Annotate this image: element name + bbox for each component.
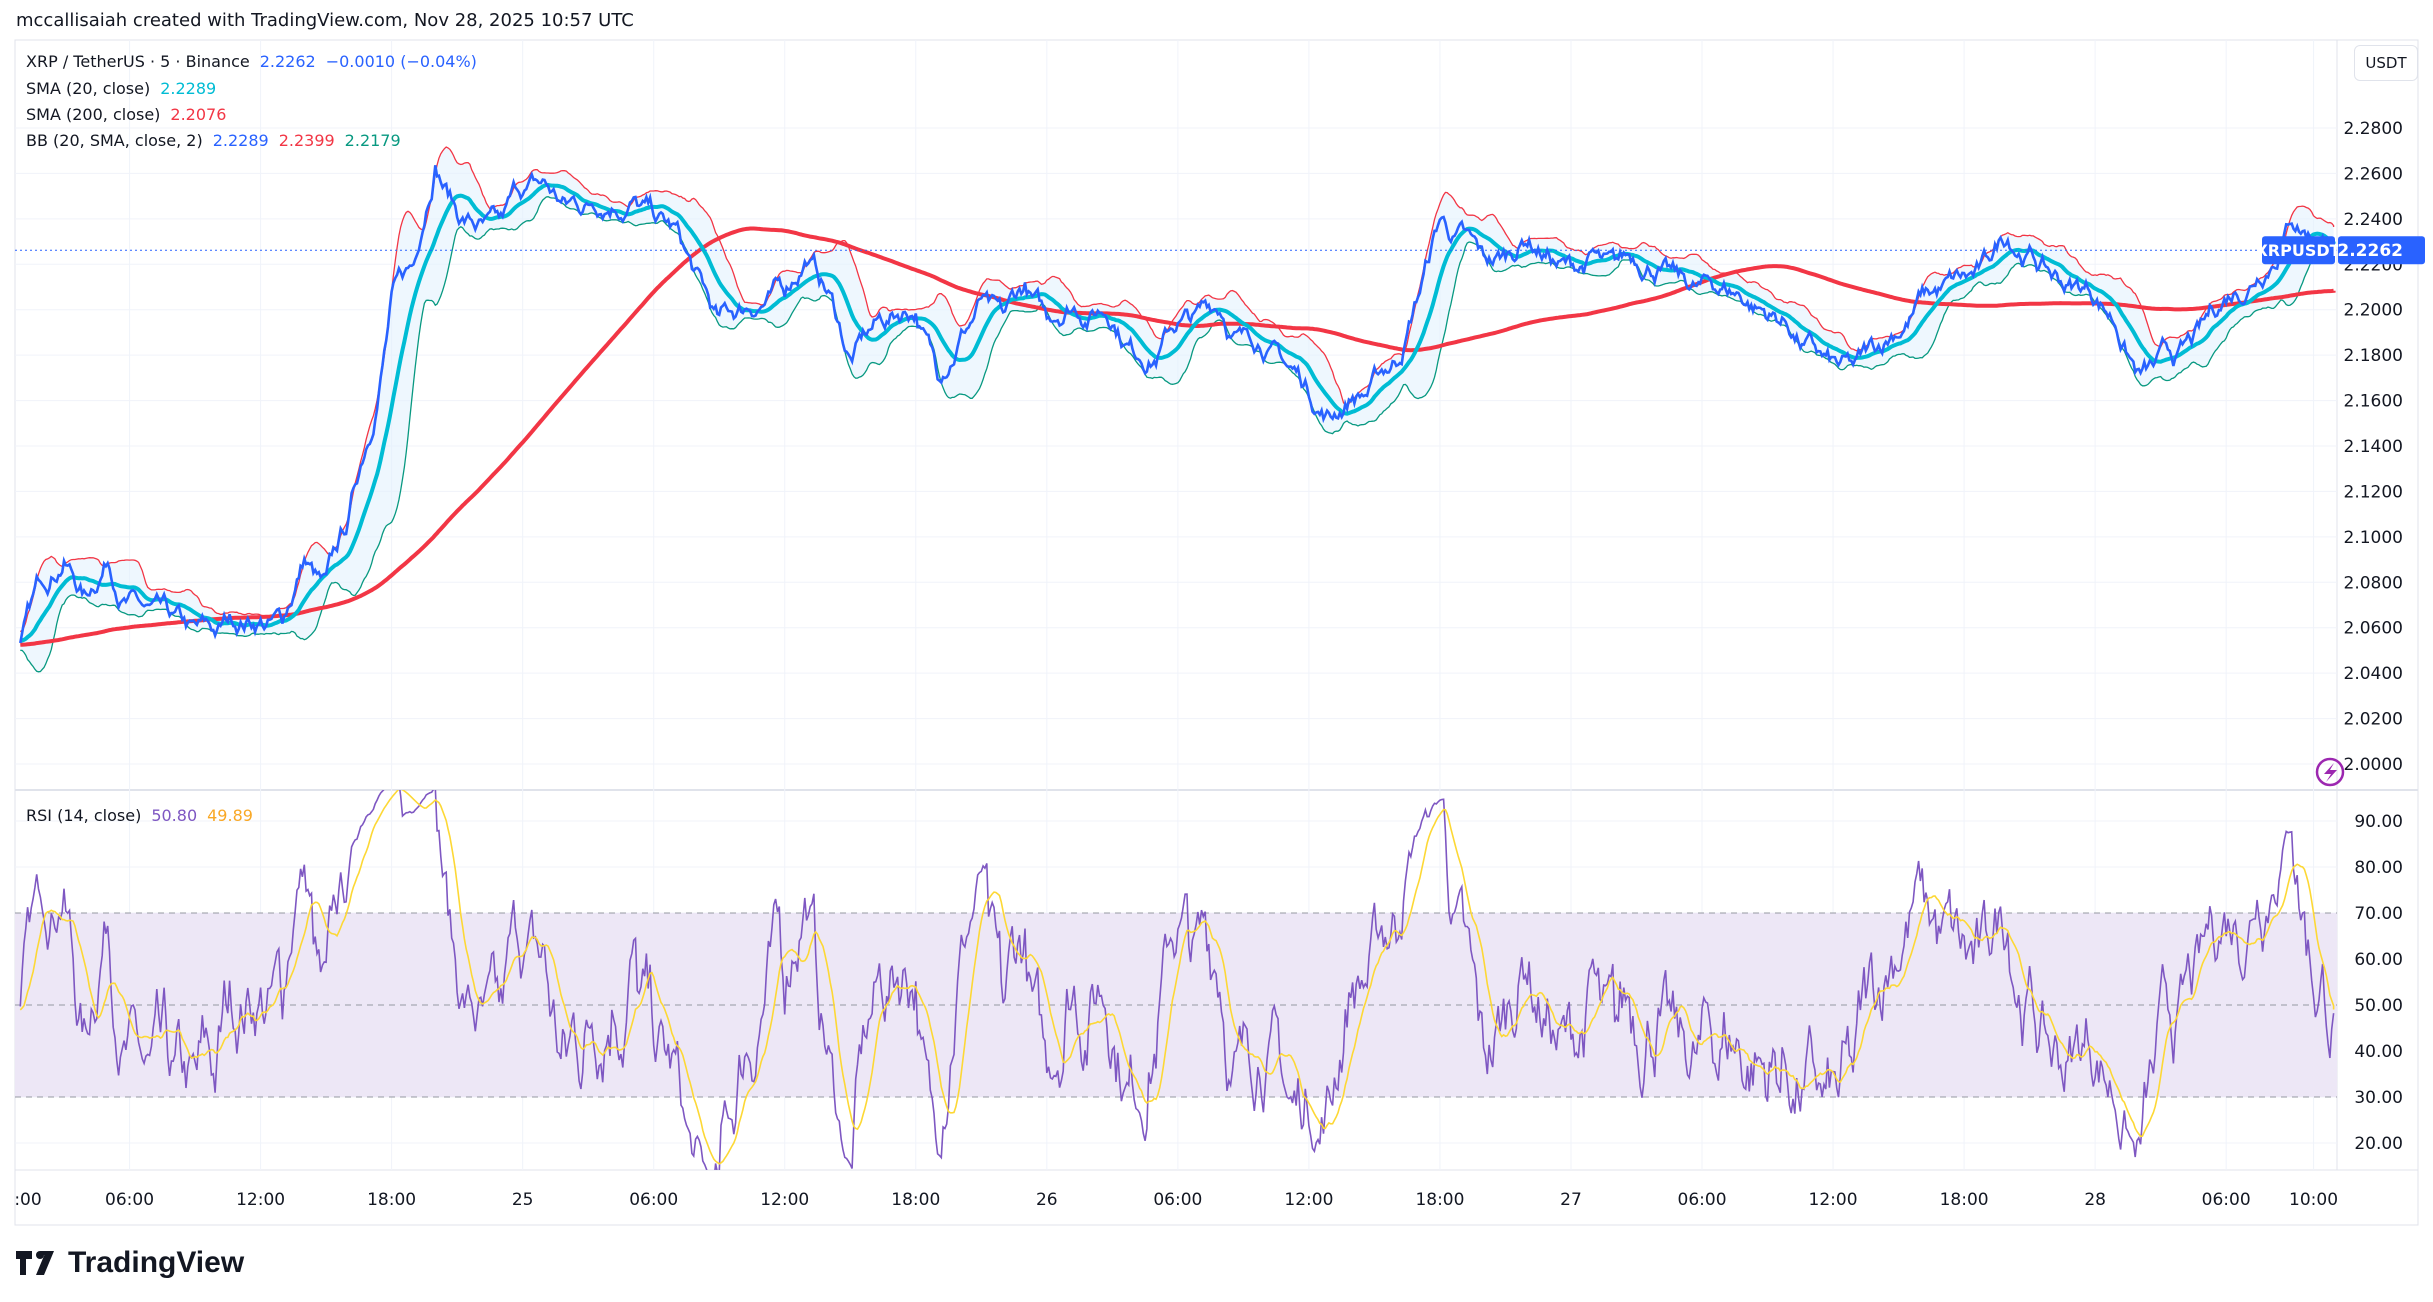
price-tick-label: 2.0800 (2344, 573, 2403, 593)
sma200-legend[interactable]: SMA (200, close) 2.2076 (26, 105, 236, 124)
price-tick-label: 2.1200 (2344, 482, 2403, 502)
time-tick-label: 28 (2084, 1190, 2106, 1210)
rsi-ma-line (19, 790, 2335, 1165)
logo-text: TradingView (68, 1246, 245, 1279)
rsi-tick-label: 30.00 (2354, 1088, 2403, 1108)
rsi-tick-label: 80.00 (2354, 858, 2403, 878)
sma20-value: 2.2289 (160, 79, 217, 98)
time-tick-label: 25 (512, 1190, 534, 1210)
main-series (19, 146, 2336, 673)
bb-label: BB (20, SMA, close, 2) (26, 131, 203, 150)
last-price: 2.2262 (259, 52, 316, 71)
time-tick-label: 10:00 (2289, 1190, 2338, 1210)
time-tick-label: 18:00 (367, 1190, 416, 1210)
time-tick-label: 12:00 (236, 1190, 285, 1210)
symbol-legend[interactable]: XRP / TetherUS · 5 · Binance 2.2262 −0.001… (26, 52, 487, 71)
series-layer (15, 146, 2337, 1170)
tradingview-logo-icon (16, 1251, 54, 1275)
rsi-tick-label: 60.00 (2354, 950, 2403, 970)
price-tick-label: 2.2000 (2344, 301, 2403, 321)
price-tick-label: 2.1800 (2344, 346, 2403, 366)
sma20-label: SMA (20, close) (26, 79, 151, 98)
bb-fill (20, 147, 2334, 672)
price-tick-label: 2.1000 (2344, 528, 2403, 548)
rsi-line (19, 790, 2335, 1170)
sma200-value: 2.2076 (170, 105, 227, 124)
time-tick-label: 06:00 (1678, 1190, 1727, 1210)
time-tick-label: 27 (1560, 1190, 1582, 1210)
last-price-tag (2338, 236, 2425, 265)
price-tick-label: 2.0200 (2344, 710, 2403, 730)
sma20-line (19, 182, 2336, 643)
lightning-icon (2315, 757, 2345, 787)
rsi-tick-label: 70.00 (2354, 904, 2403, 924)
time-tick-label: 06:00 (629, 1190, 678, 1210)
price-tick-label: 2.1400 (2344, 437, 2403, 457)
price-tick-label: 2.0000 (2344, 755, 2403, 775)
price-line (19, 165, 2335, 644)
price-tick-label: 2.2400 (2344, 210, 2403, 230)
rsi-tick-label: 40.00 (2354, 1042, 2403, 1062)
last-price-tag-label: 2.2262 (2337, 241, 2403, 261)
time-tick-label: 18:00 (891, 1190, 940, 1210)
rsi-value: 50.80 (151, 806, 198, 825)
sma20-legend[interactable]: SMA (20, close) 2.2289 (26, 79, 226, 98)
rsi-series (19, 790, 2335, 1170)
time-tick-label: 18:00 (1940, 1190, 1989, 1210)
bb-legend[interactable]: BB (20, SMA, close, 2) 2.2289 2.2399 2.2179 (26, 131, 411, 150)
time-tick-label: 12:00 (1284, 1190, 1333, 1210)
symbol-tag (2262, 236, 2335, 265)
time-tick-label: 18:00 (1415, 1190, 1464, 1210)
time-tick-label: :00 (14, 1190, 41, 1210)
time-tick-label: 06:00 (105, 1190, 154, 1210)
price-tick-label: 2.0600 (2344, 619, 2403, 639)
rsi-tick-label: 90.00 (2354, 812, 2403, 832)
price-tick-label: 2.0400 (2344, 664, 2403, 684)
rsi-label: RSI (14, close) (26, 806, 142, 825)
bb-basis-value: 2.2289 (212, 131, 269, 150)
sma200-label: SMA (200, close) (26, 105, 161, 124)
tradingview-logo[interactable]: TradingView (16, 1246, 244, 1280)
chart-frame (14, 39, 2419, 1226)
bb-lower-value: 2.2179 (344, 131, 401, 150)
rsi-legend[interactable]: RSI (14, close) 50.80 49.89 (26, 806, 263, 825)
time-tick-label: 26 (1036, 1190, 1058, 1210)
symbol-tag-label: XRPUSDT (2255, 241, 2340, 260)
rsi-ma-value: 49.89 (207, 806, 253, 825)
rsi-tick-label: 50.00 (2354, 996, 2403, 1016)
bb-upper-value: 2.2399 (278, 131, 335, 150)
time-tick-label: 06:00 (2202, 1190, 2251, 1210)
currency-button[interactable]: USDT (2354, 45, 2418, 81)
price-tick-label: 2.2600 (2344, 164, 2403, 184)
price-tick-label: 2.2800 (2344, 119, 2403, 139)
time-tick-label: 12:00 (760, 1190, 809, 1210)
time-tick-label: 12:00 (1809, 1190, 1858, 1210)
symbol-name: XRP / TetherUS · 5 · Binance (26, 52, 250, 71)
axes-layer: 2.28002.26002.24002.22002.20002.18002.16… (14, 119, 2425, 1210)
rsi-tick-label: 20.00 (2354, 1134, 2403, 1154)
chart-attribution: mccallisaiah created with TradingView.co… (16, 10, 634, 31)
lightning-icon-bolt (2324, 763, 2337, 782)
price-tick-label: 2.1600 (2344, 392, 2403, 412)
time-tick-label: 06:00 (1153, 1190, 1202, 1210)
price-change: −0.0010 (−0.04%) (325, 52, 477, 71)
